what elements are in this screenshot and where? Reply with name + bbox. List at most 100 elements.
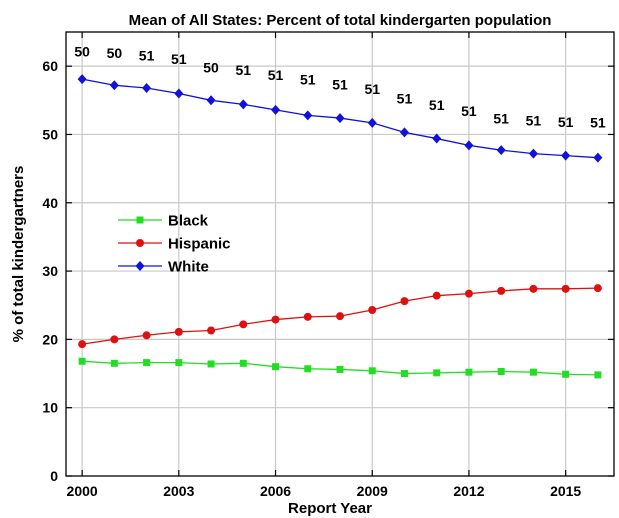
y-tick-label: 60 — [42, 58, 58, 74]
white-point — [142, 83, 152, 94]
hispanic-point — [400, 297, 409, 306]
count-label: 51 — [139, 48, 155, 64]
y-tick-label: 10 — [42, 400, 58, 416]
x-tick-label: 2000 — [67, 483, 98, 499]
white-point — [77, 74, 87, 85]
legend-marker — [135, 261, 145, 271]
hispanic-point — [593, 284, 602, 293]
black-point — [239, 359, 247, 367]
hispanic-point — [174, 327, 183, 336]
y-tick-label: 30 — [42, 263, 58, 279]
x-axis-title: Report Year — [288, 500, 372, 517]
plot-frame — [65, 31, 615, 477]
black-point — [400, 370, 408, 378]
hispanic-point — [368, 306, 377, 315]
white-point — [271, 104, 281, 115]
hispanic-point — [497, 286, 506, 295]
count-label: 51 — [268, 67, 284, 83]
count-label: 51 — [526, 113, 542, 129]
series-layer — [77, 74, 603, 379]
white-point — [496, 145, 506, 156]
black-point — [110, 359, 118, 367]
series-hispanic — [78, 284, 602, 349]
y-tick-label: 40 — [42, 195, 58, 211]
black-point — [336, 365, 344, 373]
black-point — [594, 371, 602, 379]
count-label: 51 — [590, 115, 606, 131]
hispanic-point — [432, 291, 441, 300]
white-point — [399, 127, 409, 138]
count-label: 51 — [493, 111, 509, 127]
y-axis-title: % of total kindergartners — [10, 166, 27, 343]
y-tick-label: 50 — [42, 126, 58, 142]
black-point — [272, 363, 280, 371]
x-tick-label: 2015 — [550, 483, 581, 499]
legend-label: White — [168, 259, 209, 276]
white-point — [303, 110, 313, 121]
legend-marker — [136, 216, 144, 224]
black-point — [529, 368, 537, 376]
hispanic-point — [110, 335, 119, 344]
hispanic-point — [239, 320, 248, 329]
black-point — [143, 359, 151, 367]
white-point — [593, 152, 603, 163]
white-point — [367, 117, 377, 128]
black-point — [562, 370, 570, 378]
white-point — [464, 140, 474, 151]
white-point — [561, 150, 571, 161]
black-point — [497, 367, 505, 375]
black-point — [368, 367, 376, 375]
count-label: 50 — [203, 59, 219, 75]
white-point — [432, 133, 442, 144]
y-tick-label: 20 — [42, 331, 58, 347]
count-labels: 50 50 51 51 50 51 51 51 51 51 51 51 51 51 51 51 51 — [74, 44, 606, 131]
series-white — [77, 74, 603, 163]
hispanic-point — [561, 284, 570, 293]
count-label: 51 — [364, 81, 380, 97]
black-point — [78, 357, 86, 365]
hispanic-point — [207, 326, 216, 335]
black-point — [433, 369, 441, 377]
black-point — [175, 359, 183, 367]
x-tick-label: 2009 — [357, 483, 388, 499]
hispanic-point — [303, 312, 312, 321]
series-black — [78, 357, 602, 379]
count-label: 50 — [74, 44, 90, 60]
legend-item-white: White — [118, 259, 209, 276]
legend: Black Hispanic White — [118, 213, 231, 276]
hispanic-point — [336, 312, 344, 321]
hispanic-point — [271, 315, 280, 324]
axes: 0 10 20 30 40 50 60 2000 2003 2006 2009 2012 2015 — [42, 32, 614, 499]
white-point — [206, 95, 216, 106]
legend-label: Hispanic — [168, 236, 231, 253]
white-point — [238, 99, 248, 110]
x-tick-label: 2006 — [260, 483, 291, 499]
count-label: 51 — [558, 114, 574, 130]
x-tick-label: 2003 — [163, 483, 194, 499]
y-tick-label: 0 — [50, 468, 58, 484]
count-label: 51 — [171, 51, 187, 67]
black-point — [304, 365, 312, 373]
hispanic-point — [78, 340, 87, 349]
legend-item-black: Black — [118, 213, 209, 230]
black-point — [207, 360, 215, 368]
hispanic-point — [529, 284, 538, 293]
hispanic-point — [464, 289, 473, 298]
legend-label: Black — [168, 213, 209, 230]
white-point — [528, 148, 538, 159]
hispanic-point — [142, 331, 151, 340]
count-label: 51 — [429, 97, 445, 113]
count-label: 51 — [236, 62, 252, 78]
count-label: 51 — [332, 76, 348, 92]
black-point — [465, 368, 473, 376]
legend-marker — [136, 239, 144, 247]
count-label: 51 — [461, 103, 477, 119]
count-label: 50 — [107, 45, 123, 61]
white-point — [109, 80, 119, 91]
white-point — [174, 88, 184, 99]
count-label: 51 — [300, 72, 316, 88]
count-label: 51 — [397, 91, 413, 107]
grid-lines — [66, 32, 614, 476]
chart-title: Mean of All States: Percent of total kin… — [129, 12, 552, 29]
